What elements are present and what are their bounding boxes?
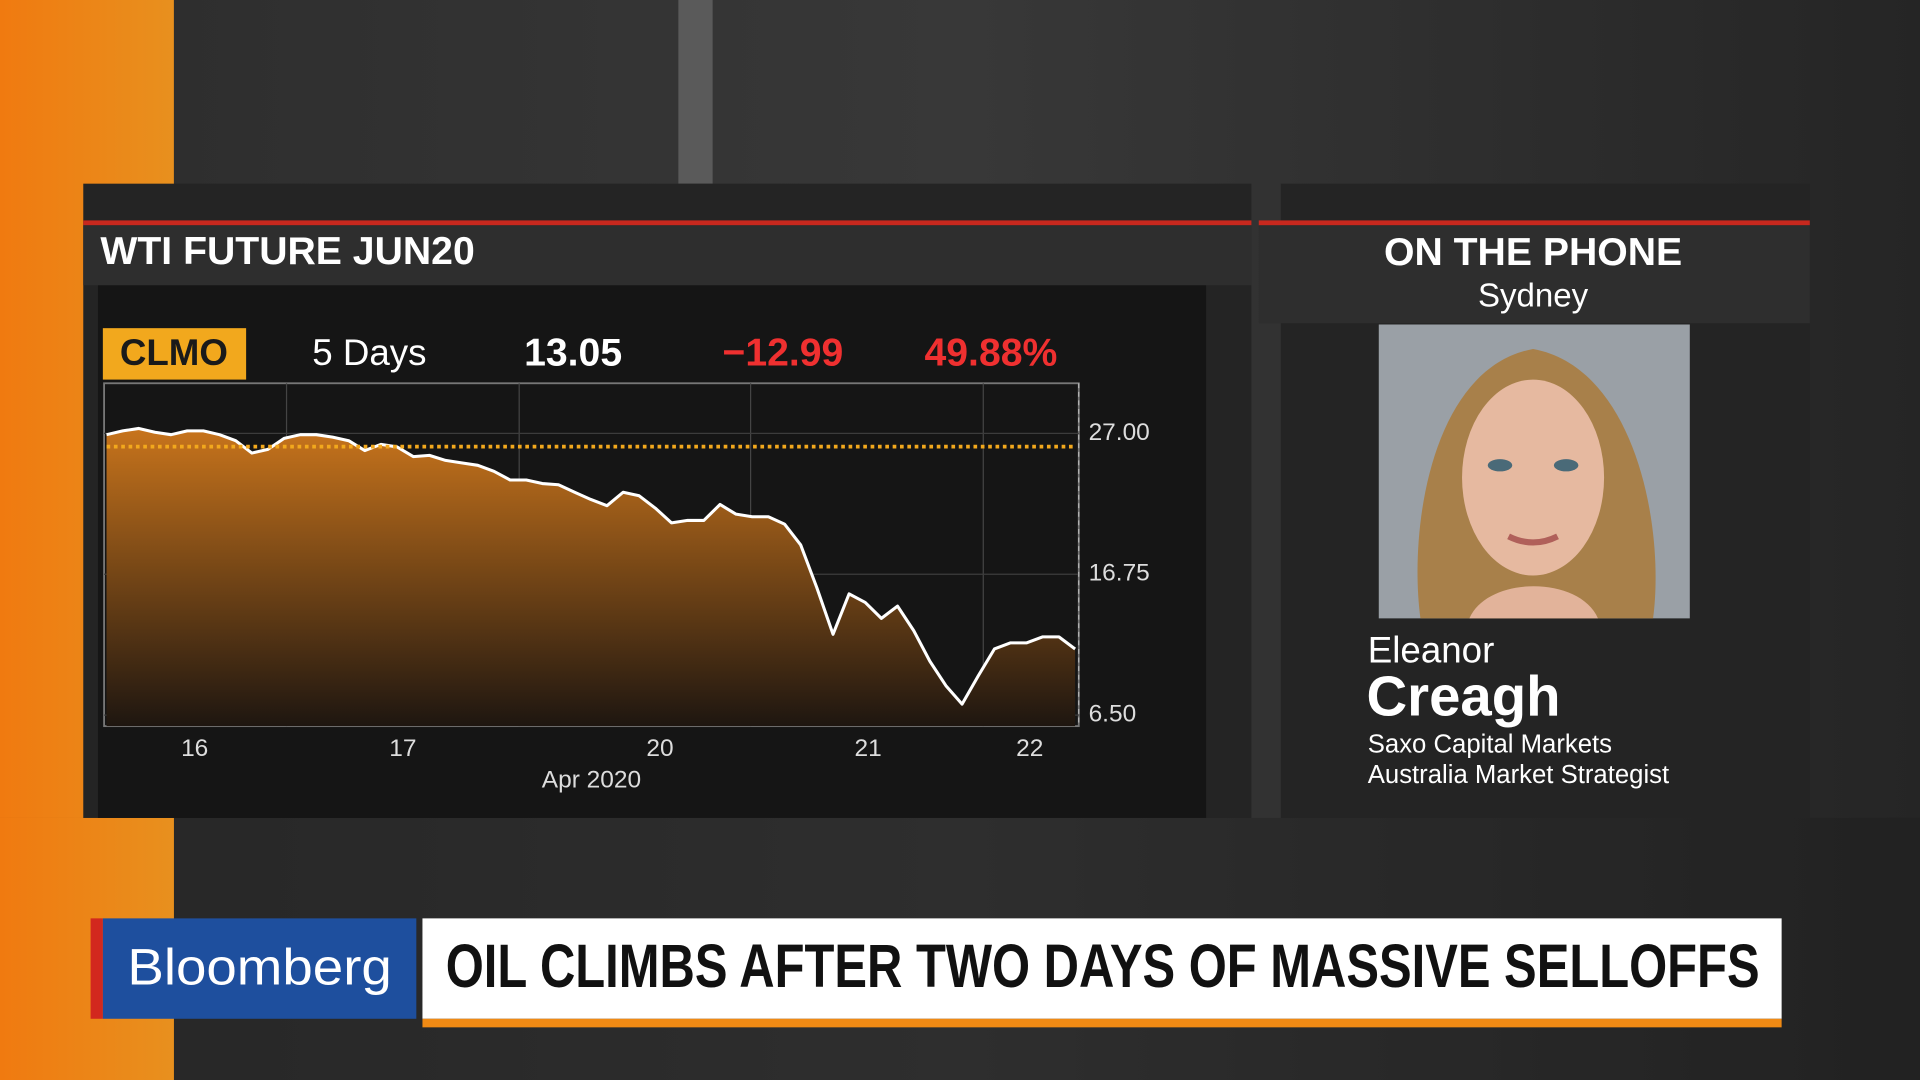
guest-role: Australia Market Strategist <box>1368 761 1669 789</box>
x-axis-label: Apr 2020 <box>542 767 641 794</box>
period: 5 Days <box>312 332 426 373</box>
x-tick-label: 17 <box>389 735 416 762</box>
photo-eye <box>1487 459 1513 472</box>
change-pct: 49.88% <box>924 331 1057 374</box>
headline-rule <box>422 1018 1782 1028</box>
guest-location: Sydney <box>1478 277 1589 314</box>
x-tick-label: 21 <box>855 735 882 762</box>
price-line <box>106 426 1077 706</box>
x-tick-label: 16 <box>181 735 208 762</box>
guest-first-name: Eleanor <box>1368 629 1495 670</box>
change: −12.99 <box>722 331 843 374</box>
panel-title: WTI FUTURE JUN20 <box>100 230 474 273</box>
red-rule <box>1258 220 1810 226</box>
brand-box <box>102 918 417 1019</box>
photo-face <box>1462 379 1605 576</box>
photo-eye <box>1553 459 1579 472</box>
x-tick-label: 22 <box>1016 735 1043 762</box>
headline-box <box>422 918 1782 1019</box>
title-bar <box>83 225 1252 286</box>
guest-photo <box>1378 324 1690 619</box>
last-price: 13.05 <box>524 331 622 374</box>
red-rule <box>83 220 1252 226</box>
area-fill <box>106 428 1076 727</box>
guest-header: ON THE PHONE <box>1384 231 1682 274</box>
ticker-box <box>102 328 247 380</box>
guest-last-name: Creagh <box>1367 664 1561 727</box>
ticker: CLMO <box>120 332 228 373</box>
plot: 6.50 16.75 27.00 16 17 20 21 22 Apr 2020 <box>103 382 1150 794</box>
x-tick-label: 20 <box>646 735 673 762</box>
guest-header-bar <box>1258 225 1810 324</box>
red-tab <box>90 918 103 1019</box>
guest-company: Saxo Capital Markets <box>1368 731 1612 759</box>
bg-bar <box>678 0 713 184</box>
brand: Bloomberg <box>127 938 391 996</box>
photo-mouth <box>1507 533 1559 546</box>
y-tick-label: 16.75 <box>1089 560 1150 587</box>
headline: OIL CLIMBS AFTER TWO DAYS OF MASSIVE SEL… <box>446 932 1760 1000</box>
y-tick-label: 27.00 <box>1089 419 1150 446</box>
y-tick-label: 6.50 <box>1089 701 1137 728</box>
photo-neck <box>1469 586 1598 619</box>
